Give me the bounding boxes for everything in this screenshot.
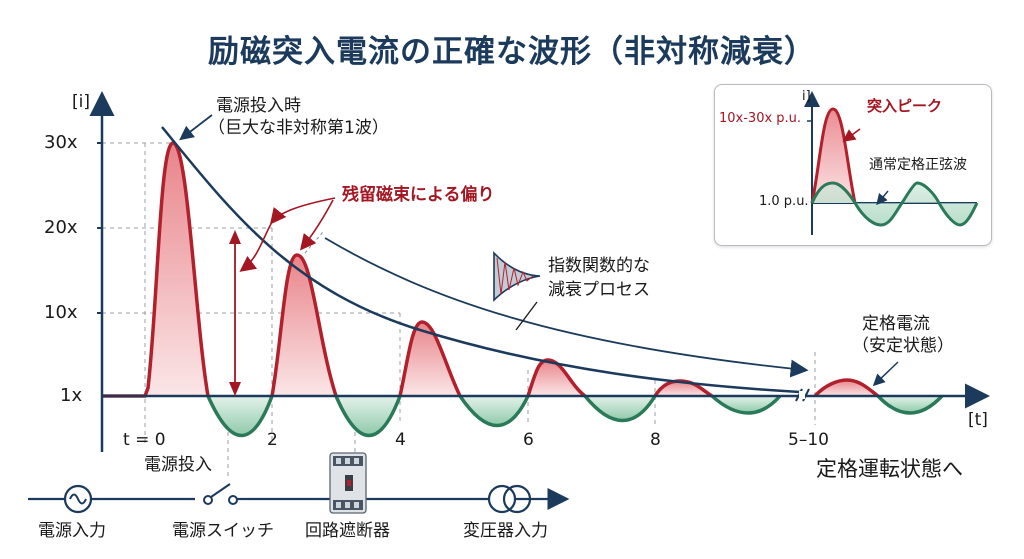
page-title: 励磁突入電流の正確な波形（非対称減衰）	[208, 34, 816, 70]
positive-inrush-peaks	[102, 141, 880, 398]
x-tick-8: 8	[650, 430, 661, 450]
x-tick-t0: t = 0	[123, 430, 166, 450]
circuit-breaker-icon	[329, 452, 367, 514]
switch-icon	[195, 483, 247, 508]
y-tick-10x: 10x	[44, 302, 78, 323]
x-tick-5-10: 5–10	[788, 430, 829, 450]
comparison-inset: i] 10x-30x p.u. 1.0 p.u. 突入ピーク 通常定格正弦波	[714, 84, 992, 246]
power-on-label: 電源投入時	[216, 96, 301, 116]
to-rated-operation-label: 定格運転状態へ	[816, 457, 963, 481]
x-axis-label: [t]	[968, 410, 988, 430]
x-tick-2: 2	[267, 430, 278, 450]
inset-inrush-peak	[812, 109, 855, 203]
residual-flux-label: 残留磁束による偏り	[342, 185, 495, 205]
inset-normal-sine-label: 通常定格正弦波	[869, 157, 967, 173]
circuit-label-transformer: 変圧器入力	[463, 521, 548, 541]
decay-label-line1: 指数関数的な	[548, 256, 650, 276]
rated-current-label: 定格電流	[862, 314, 930, 334]
inset-base-level: 1.0 p.u.	[759, 194, 809, 209]
x-tick-4: 4	[395, 430, 406, 450]
x-tick-6: 6	[523, 430, 534, 450]
decay-process-icon	[493, 251, 541, 302]
inset-peak-level: 10x-30x p.u.	[719, 111, 802, 126]
y-axis-label: [i]	[72, 92, 90, 112]
ac-source-icon	[63, 484, 93, 514]
power-on-point-label: 電源投入	[144, 455, 212, 475]
power-on-sublabel: （巨大な非対称第1波）	[208, 118, 389, 138]
y-tick-1x: 1x	[60, 385, 83, 406]
decay-label-line2: 減衰プロセス	[548, 280, 650, 300]
inset-y-label: i]	[802, 89, 811, 104]
circuit-label-breaker: 回路遮断器	[305, 521, 390, 541]
inset-inrush-peak-label: 突入ピーク	[867, 97, 943, 115]
y-tick-20x: 20x	[44, 217, 78, 238]
decay-arrow	[324, 237, 809, 378]
rated-current-sublabel: （安定状態）	[852, 336, 954, 356]
y-tick-30x: 30x	[44, 132, 78, 153]
negative-half-cycles	[206, 394, 944, 438]
transformer-icon	[487, 484, 532, 514]
circuit-label-switch: 電源スイッチ	[172, 521, 274, 541]
decay-envelope	[161, 126, 801, 394]
inset-normal-sine	[810, 181, 979, 227]
circuit-label-ac-source: 電源入力	[38, 521, 106, 541]
